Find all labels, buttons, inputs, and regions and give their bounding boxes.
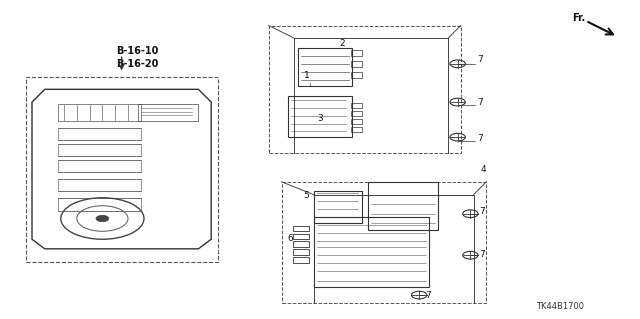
Bar bbox=[58, 179, 141, 191]
Bar bbox=[58, 198, 141, 211]
Bar bbox=[293, 249, 309, 255]
Text: 6: 6 bbox=[288, 234, 293, 243]
Bar bbox=[351, 111, 362, 116]
Bar bbox=[314, 191, 362, 223]
Text: 2: 2 bbox=[340, 39, 345, 48]
Text: TK44B1700: TK44B1700 bbox=[536, 302, 584, 311]
Bar bbox=[368, 182, 438, 230]
Bar bbox=[351, 72, 362, 78]
Bar bbox=[293, 241, 309, 247]
Bar bbox=[314, 217, 429, 287]
Text: 7: 7 bbox=[477, 134, 483, 143]
Bar bbox=[293, 234, 309, 239]
Text: B-16-10
B-16-20: B-16-10 B-16-20 bbox=[116, 46, 159, 69]
Bar bbox=[282, 182, 486, 303]
Bar bbox=[58, 160, 141, 172]
Circle shape bbox=[96, 215, 109, 222]
Bar bbox=[269, 26, 461, 153]
Bar bbox=[58, 144, 141, 156]
Text: 7: 7 bbox=[479, 250, 484, 259]
Bar bbox=[351, 50, 362, 56]
Bar bbox=[351, 127, 362, 132]
Text: 7: 7 bbox=[477, 98, 483, 107]
Text: 4: 4 bbox=[481, 165, 486, 174]
Bar bbox=[58, 128, 141, 140]
Text: 7: 7 bbox=[425, 291, 431, 300]
Bar bbox=[293, 226, 309, 231]
Bar bbox=[288, 96, 352, 137]
Bar bbox=[351, 61, 362, 67]
Bar bbox=[138, 104, 198, 121]
Bar bbox=[26, 77, 218, 262]
Bar bbox=[351, 103, 362, 108]
Text: 1: 1 bbox=[305, 71, 310, 80]
Bar bbox=[298, 48, 352, 86]
Bar bbox=[293, 257, 309, 263]
Text: 7: 7 bbox=[477, 55, 483, 64]
Text: 3: 3 bbox=[317, 114, 323, 123]
Bar bbox=[351, 119, 362, 124]
Text: 5: 5 bbox=[303, 191, 308, 200]
Text: Fr.: Fr. bbox=[573, 12, 586, 23]
Text: 7: 7 bbox=[479, 207, 484, 216]
Bar bbox=[58, 104, 141, 121]
